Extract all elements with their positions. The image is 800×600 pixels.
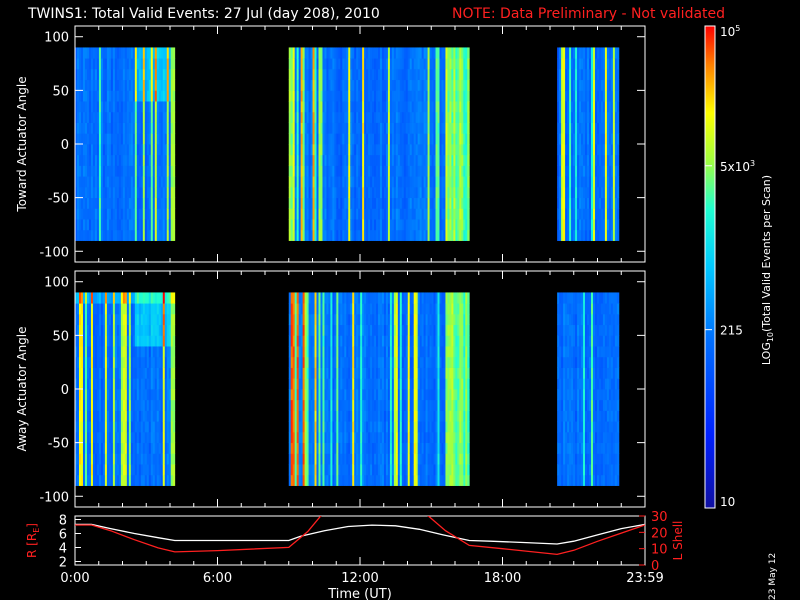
ytick-label: -50 [48, 192, 69, 207]
chart-title: TWINS1: Total Valid Events: 27 Jul (day … [28, 6, 380, 22]
xtick-label: 6:00 [203, 571, 232, 586]
ytick-left-label: 8 [59, 514, 67, 529]
lshell-series-line [427, 516, 645, 556]
ytick-label: 0 [61, 383, 69, 398]
heatmap-top [75, 47, 620, 241]
ytick-left-label: 2 [59, 556, 67, 571]
ytick-label: -100 [39, 490, 69, 505]
ytick-label: 50 [52, 84, 69, 99]
title-row: TWINS1: Total Valid Events: 27 Jul (day … [0, 6, 800, 26]
ytick-label: -50 [48, 437, 69, 452]
colorbar-gradient [704, 25, 716, 509]
xlabel: Time (UT) [327, 587, 392, 600]
xtick-label: 0:00 [60, 571, 89, 586]
lshell-series-line [75, 516, 322, 553]
xtick-label: 23:59 [626, 571, 663, 586]
colorbar-tick-label: 5x103 [720, 159, 755, 174]
ylabel-top: Toward Actuator Angle [15, 76, 29, 212]
colorbar-tick-label: 215 [720, 324, 743, 338]
radius-series-line [75, 523, 645, 545]
preliminary-note: NOTE: Data Preliminary - Not validated [452, 6, 726, 22]
ylabel-radius: R [RE] [25, 523, 41, 558]
ytick-label: 0 [61, 138, 69, 153]
date-stamp: 23 May 12 [768, 552, 778, 600]
ytick-label: 100 [44, 31, 69, 46]
ytick-right-label: 10 [651, 543, 668, 558]
colorbar-tick-label: 10 [720, 495, 735, 509]
ytick-left-label: 4 [59, 542, 67, 557]
ytick-right-label: 0 [651, 559, 659, 574]
colorbar-label: LOG10(Total Valid Events per Scan) [760, 175, 775, 365]
ytick-label: 50 [52, 329, 69, 344]
xtick-label: 12:00 [341, 571, 378, 586]
colorbar-tick-label: 105 [720, 24, 740, 39]
ytick-label: 100 [44, 276, 69, 291]
ytick-right-label: 20 [651, 526, 668, 541]
ytick-left-label: 6 [59, 528, 67, 543]
heatmap-middle [75, 292, 620, 486]
ylabel-lshell: L Shell [671, 521, 685, 561]
ytick-right-label: 30 [651, 510, 668, 525]
xtick-label: 18:00 [484, 571, 521, 586]
ylabel-middle: Away Actuator Angle [15, 326, 29, 451]
ytick-label: -100 [39, 245, 69, 260]
